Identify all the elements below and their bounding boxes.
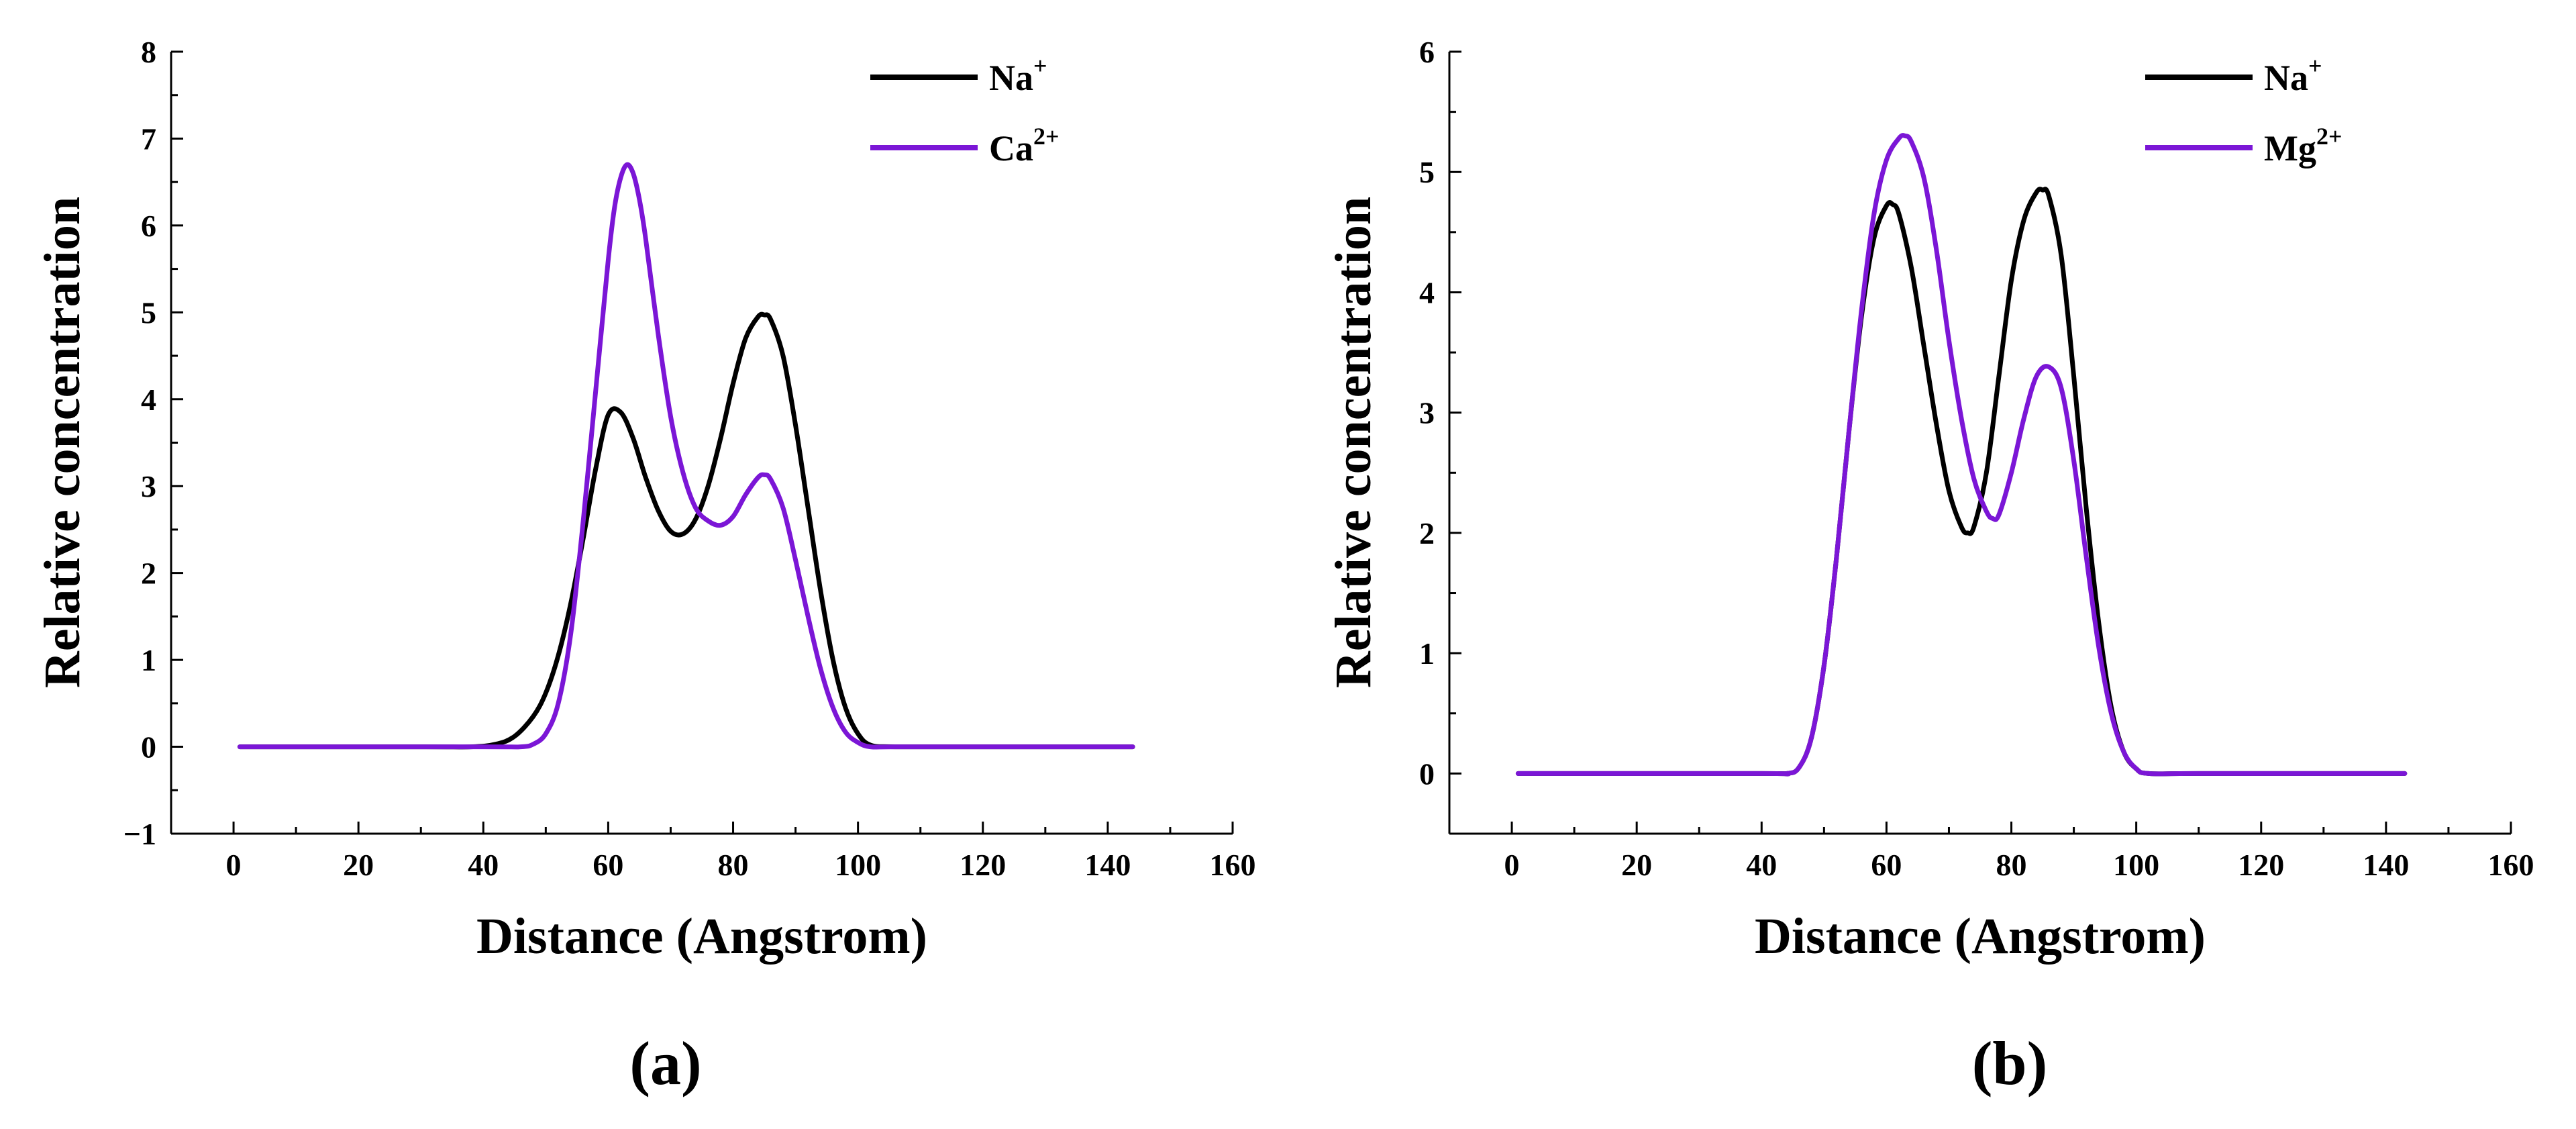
legend-label-na: Na+: [989, 52, 1047, 98]
y-tick-label: 4: [1419, 275, 1435, 309]
series-line-na: [237, 311, 1135, 750]
y-tick-label: 5: [141, 295, 156, 330]
chart-panel-a: 0 20 40 60 80 100 120 140 160 −1 0 1 2 3 4 5 6 7 8 Distan…: [34, 35, 1256, 1097]
x-tick-label: 100: [2113, 848, 2159, 882]
y-tick-label: 1: [1419, 636, 1435, 671]
x-tick-label: 80: [1996, 848, 2027, 882]
chart-panel-b: 0 20 40 60 80 100 120 140 160 0 1 2 3 4 5 6 Distance (…: [1325, 35, 2534, 1097]
x-tick-label: 160: [2488, 848, 2534, 882]
x-tick-label: 40: [468, 848, 499, 882]
y-tick-label: 6: [141, 209, 156, 243]
legend-label-mg: Mg2+: [2264, 123, 2342, 168]
panel-label: (b): [1972, 1029, 2047, 1097]
x-tick-label: 40: [1746, 848, 1777, 882]
y-tick-label: 7: [141, 121, 156, 156]
legend: Na+ Mg2+: [2145, 52, 2342, 168]
x-tick-label: 0: [226, 848, 242, 882]
x-tick-label: 160: [1210, 848, 1256, 882]
y-tick-label: 8: [141, 35, 156, 69]
x-tick-label: 60: [593, 848, 623, 882]
y-ticks: −1 0 1 2 3 4 5 6 7 8: [123, 35, 183, 851]
y-tick-label: 6: [1419, 35, 1435, 69]
y-axis-title: Relative concentration: [34, 197, 91, 688]
x-tick-label: 120: [2238, 848, 2284, 882]
x-tick-label: 0: [1504, 848, 1520, 882]
legend-label-na: Na+: [2264, 52, 2322, 98]
x-tick-label: 120: [960, 848, 1006, 882]
y-axis-title: Relative concentration: [1325, 197, 1382, 688]
x-tick-label: 140: [1084, 848, 1131, 882]
y-tick-label: 0: [141, 730, 156, 765]
x-tick-label: 20: [1621, 848, 1652, 882]
legend-label-ca: Ca2+: [989, 123, 1060, 168]
x-axis-title: Distance (Angstrom): [476, 908, 927, 965]
series-lines: [1515, 133, 2408, 777]
series-line-ca: [237, 162, 1135, 750]
x-tick-label: 80: [718, 848, 749, 882]
y-tick-label: −1: [123, 817, 156, 851]
series-line-mg: [1515, 133, 2408, 777]
x-tick-label: 20: [343, 848, 374, 882]
y-ticks: 0 1 2 3 4 5 6: [1419, 35, 1461, 835]
y-tick-label: 0: [1419, 756, 1435, 791]
y-tick-label: 4: [141, 383, 156, 417]
x-ticks: 0 20 40 60 80 100 120 140 160: [1448, 822, 2534, 882]
y-tick-label: 2: [1419, 516, 1435, 550]
x-tick-label: 140: [2363, 848, 2409, 882]
x-tick-label: 100: [835, 848, 881, 882]
y-tick-label: 3: [1419, 396, 1435, 430]
x-tick-label: 60: [1871, 848, 1902, 882]
y-tick-label: 2: [141, 556, 156, 591]
series-lines: [237, 162, 1135, 750]
x-axis-title: Distance (Angstrom): [1755, 908, 2206, 965]
panel-label: (a): [629, 1029, 701, 1097]
x-ticks: 0 20 40 60 80 100 120 140 160: [170, 822, 1256, 882]
y-tick-label: 3: [141, 469, 156, 503]
y-tick-label: 1: [141, 643, 156, 677]
legend: Na+ Ca2+: [870, 52, 1060, 168]
y-tick-label: 5: [1419, 155, 1435, 189]
